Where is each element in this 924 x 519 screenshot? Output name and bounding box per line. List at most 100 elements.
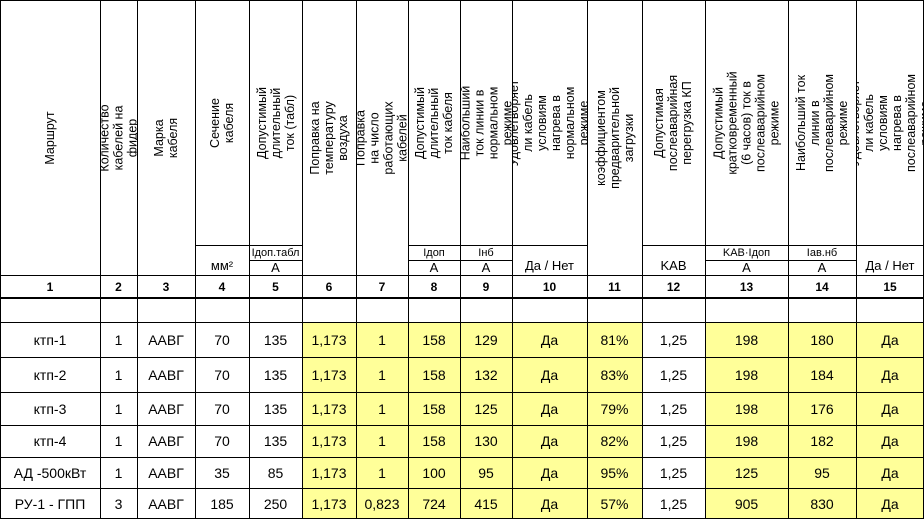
column-number: 13	[739, 279, 754, 294]
table-cell: Да	[856, 322, 924, 357]
column-number: 1	[46, 279, 54, 294]
table-cell: 79%	[587, 392, 642, 425]
unit-separator	[460, 260, 512, 261]
table-cell: 70	[214, 433, 230, 449]
table-cell: 1	[356, 392, 408, 425]
unit-separator	[705, 245, 788, 246]
column-number: 8	[430, 279, 438, 294]
unit-separator	[512, 245, 587, 246]
table-cell: 132	[460, 357, 512, 392]
column-header-label: Марка кабеля	[152, 117, 180, 158]
unit-symbol: Iнб	[478, 246, 494, 259]
unit-symbol: Iав.нб	[806, 246, 838, 259]
route-cell: ктп-1	[33, 331, 67, 348]
column-number: 14	[815, 279, 829, 294]
table-cell: ААВГ	[148, 464, 184, 481]
table-cell: 35	[214, 464, 230, 481]
table-cell: 1,25	[659, 366, 688, 383]
table-cell: 95%	[587, 457, 642, 488]
table-cell: ААВГ	[148, 400, 184, 417]
grid-vline	[408, 0, 409, 519]
grid-vline	[137, 0, 138, 519]
unit-separator	[408, 245, 460, 246]
table-cell: 1	[114, 400, 123, 417]
table-cell: 250	[263, 495, 288, 512]
unit-label: А	[817, 260, 827, 275]
grid-vline	[587, 0, 588, 519]
grid-hline	[0, 297, 924, 299]
column-header-14: Наибольший ток линии в послеаварийном ре…	[788, 0, 856, 245]
column-header-label: Допустимый длительный ток кабеля	[413, 86, 455, 159]
table-cell: 1,173	[302, 357, 356, 392]
unit-label: Да / Нет	[524, 258, 574, 273]
column-header-10: Удовлетворяет ли кабель условиям нагрева…	[512, 0, 587, 245]
table-cell: 1,173	[302, 392, 356, 425]
column-header-13: Допустимый кратковременный (6 часов) ток…	[705, 0, 788, 245]
route-cell: ктп-3	[33, 400, 67, 417]
grid-hline	[0, 275, 924, 276]
column-header-6: Поправка на температуру воздуха	[302, 0, 356, 275]
column-number: 4	[218, 279, 226, 294]
column-header-label: Допустимый кратковременный (6 часов) ток…	[711, 70, 782, 175]
column-header-8: Допустимый длительный ток кабеля	[408, 0, 460, 245]
route-cell: АД -500кВт	[13, 464, 87, 481]
table-cell: 1,25	[659, 464, 688, 481]
table-cell: 180	[788, 322, 856, 357]
column-header-9: Наибольший ток линии в нормальном режиме	[460, 0, 512, 245]
column-header-label: Наибольший ток линии в послеаварийном ре…	[794, 73, 851, 172]
table-cell: 158	[408, 392, 460, 425]
unit-label: А	[271, 260, 280, 275]
grid-vline	[0, 0, 1, 519]
unit-separator	[705, 260, 788, 261]
route-cell: ктп-4	[33, 433, 67, 449]
table-cell: Да	[512, 488, 587, 519]
table-cell: 1	[356, 357, 408, 392]
unit-separator	[788, 260, 856, 261]
column-number: 5	[272, 279, 279, 294]
grid-vline	[705, 0, 706, 519]
column-number: 3	[162, 279, 170, 294]
column-header-3: Марка кабеля	[137, 0, 195, 275]
table-cell: 184	[788, 357, 856, 392]
table-cell: 82%	[587, 425, 642, 457]
column-number: 2	[115, 279, 122, 294]
unit-symbol: KАВ·Iдоп	[722, 246, 771, 259]
grid-hline	[0, 357, 924, 358]
table-cell: 1	[356, 425, 408, 457]
table-cell: 129	[460, 322, 512, 357]
column-number: 11	[608, 279, 621, 294]
column-header-label: коэффициентом предварительной загрузки	[593, 86, 636, 189]
unit-separator	[408, 260, 460, 261]
table-cell: 158	[408, 322, 460, 357]
unit-separator	[856, 245, 924, 246]
table-cell: 57%	[587, 488, 642, 519]
table-cell: 70	[214, 400, 230, 417]
table-cell: 135	[263, 331, 288, 348]
column-header-7: Поправка на число работающих кабелей	[356, 0, 408, 275]
grid-vline	[788, 0, 789, 519]
table-cell: 85	[267, 464, 284, 481]
column-number: 15	[883, 279, 897, 294]
table-cell: ААВГ	[148, 331, 184, 348]
grid-vline	[856, 0, 857, 519]
grid-hline	[0, 488, 924, 489]
grid-vline	[512, 0, 513, 519]
column-header-label: Допустимая послеаварийная перегрузка КП	[652, 74, 695, 171]
column-header-label: Сечение кабеля	[208, 97, 236, 148]
column-header-5: Допустимый длительный ток (табл)	[249, 0, 302, 245]
grid-hline	[0, 457, 924, 458]
column-number: 9	[482, 279, 490, 294]
table-cell: 1,173	[302, 457, 356, 488]
column-header-11: коэффициентом предварительной загрузки	[587, 0, 642, 275]
table-cell: 135	[263, 433, 288, 449]
table-cell: 415	[460, 488, 512, 519]
column-header-2: Количество кабелей на фидер	[100, 0, 137, 275]
table-cell: 1	[114, 366, 123, 383]
column-header-label: Наибольший ток линии в нормальном режиме	[460, 85, 512, 160]
table-cell: 185	[210, 495, 234, 512]
table-cell: 830	[788, 488, 856, 519]
table-cell: Да	[512, 322, 587, 357]
table-cell: 125	[460, 392, 512, 425]
unit-separator	[249, 245, 302, 246]
